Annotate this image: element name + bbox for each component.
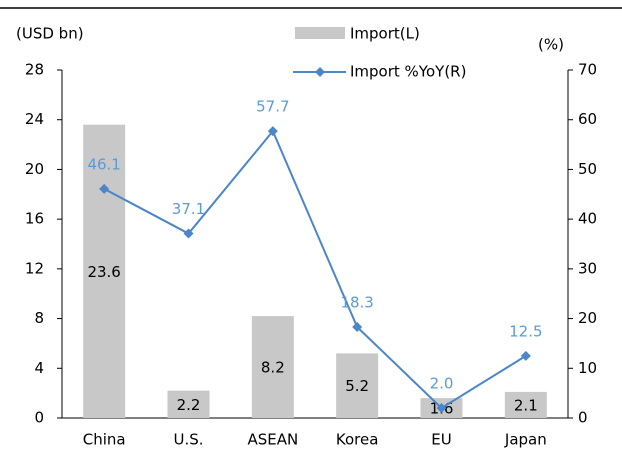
y2-tick-label: 50 [578, 160, 597, 178]
y-tick-label: 8 [34, 309, 44, 327]
x-tick-label: China [83, 431, 126, 449]
bar-value-label: 23.6 [87, 263, 120, 281]
bar-value-label: 5.2 [345, 377, 369, 395]
line-value-label: 18.3 [340, 294, 373, 312]
x-tick-label: ASEAN [247, 431, 298, 449]
y2-tick-label: 20 [578, 309, 597, 327]
y-tick-label: 0 [34, 409, 44, 427]
line-value-label: 2.0 [430, 375, 454, 393]
line-value-label: 37.1 [172, 200, 205, 218]
bar [504, 391, 547, 418]
line-point [436, 403, 447, 414]
legend-swatch [295, 27, 345, 39]
bar [167, 390, 210, 418]
line-value-label: 46.1 [87, 155, 120, 173]
line-value-label: 12.5 [509, 322, 542, 340]
y-tick-label: 16 [25, 210, 44, 228]
line-point [520, 350, 531, 361]
y-tick-label: 4 [34, 359, 44, 377]
y-tick-label: 24 [25, 110, 44, 128]
bar [83, 124, 126, 418]
y2-axis-label: (%) [538, 36, 564, 54]
bar-value-label: 8.2 [261, 359, 285, 377]
legend-marker [315, 67, 325, 77]
line-point [183, 228, 194, 239]
legend-label: Import %YoY(R) [350, 63, 466, 81]
bar-value-label: 2.1 [514, 396, 538, 414]
y2-tick-label: 30 [578, 259, 597, 277]
x-tick-label: Japan [504, 431, 547, 449]
line-point [267, 126, 278, 137]
y-tick-label: 28 [25, 61, 44, 79]
y2-tick-label: 70 [578, 61, 597, 79]
line-value-label: 57.7 [256, 98, 289, 116]
y2-tick-label: 60 [578, 110, 597, 128]
line-point [99, 183, 110, 194]
y2-tick-label: 0 [578, 409, 588, 427]
y-axis-label: (USD bn) [16, 25, 84, 43]
y-tick-label: 12 [25, 259, 44, 277]
x-tick-label: EU [431, 431, 451, 449]
x-tick-label: U.S. [173, 431, 203, 449]
line [103, 129, 527, 410]
legend-label: Import(L) [350, 25, 420, 43]
x-tick-label: Korea [336, 431, 379, 449]
line-point [352, 322, 363, 333]
bar-value-label: 2.2 [177, 396, 201, 414]
y-tick-label: 20 [25, 160, 44, 178]
bar [251, 316, 294, 418]
y2-tick-label: 10 [578, 359, 597, 377]
bar [336, 353, 379, 418]
y2-tick-label: 40 [578, 210, 597, 228]
